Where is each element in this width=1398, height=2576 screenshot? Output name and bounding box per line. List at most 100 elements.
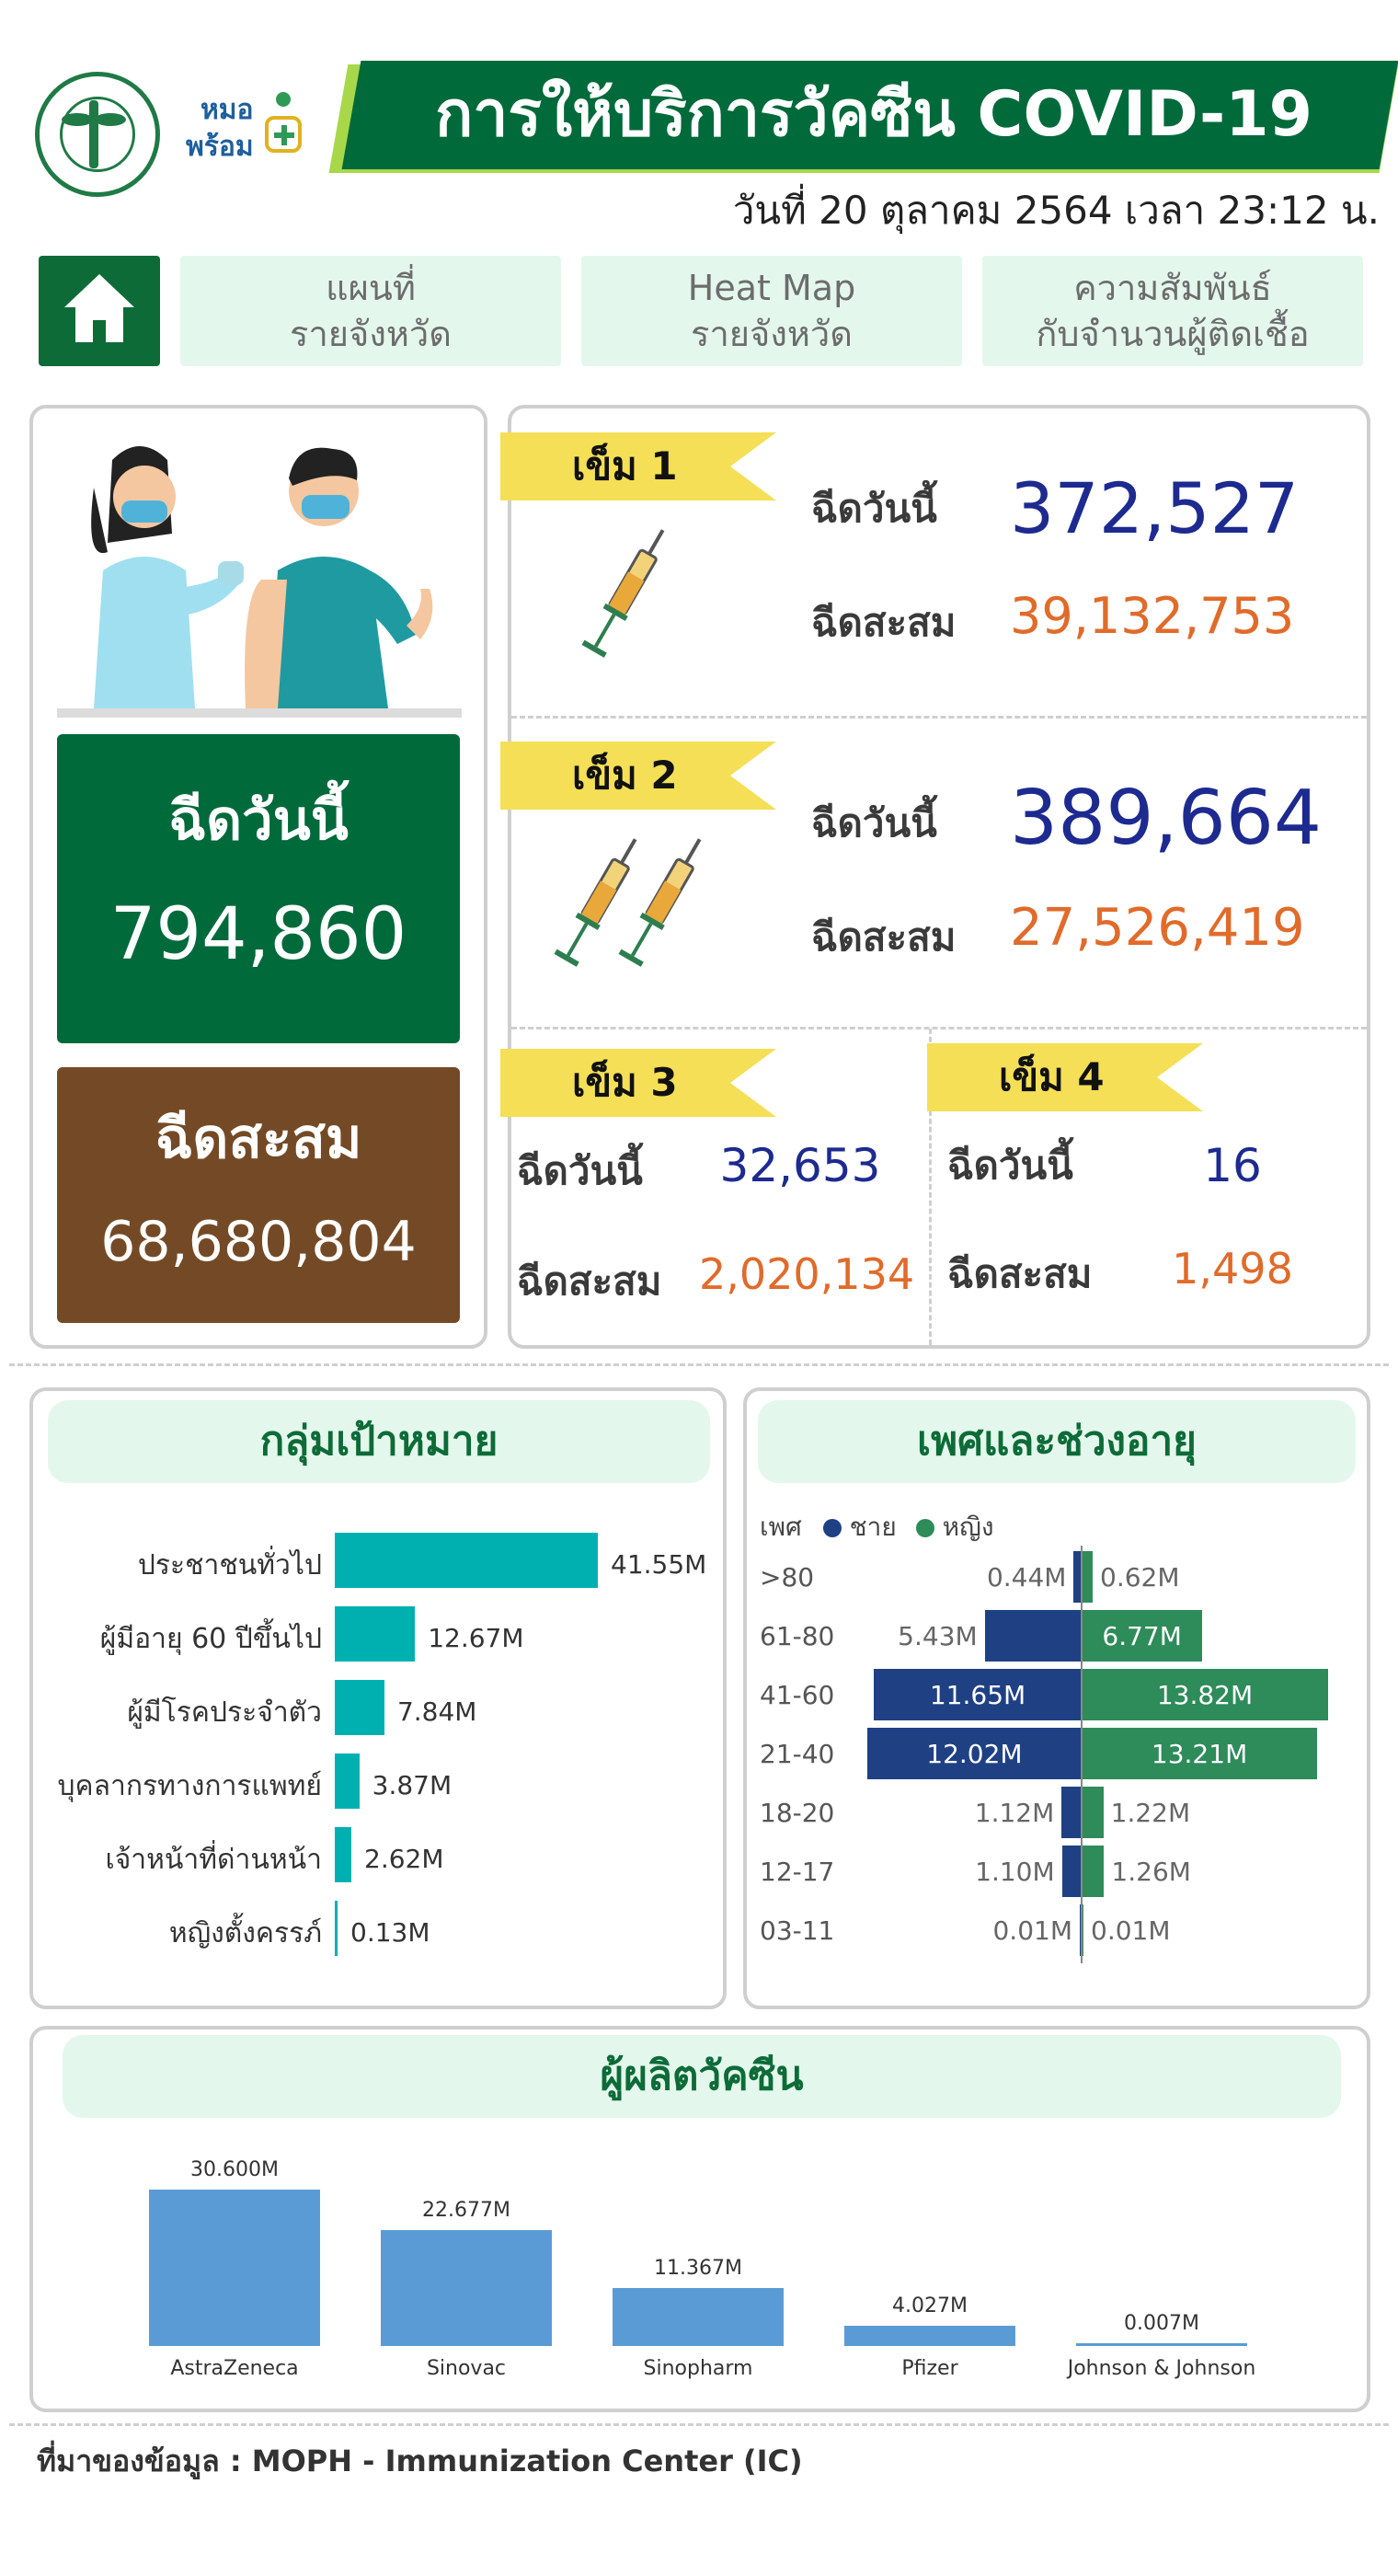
manufacturer-bar	[1076, 2343, 1247, 2346]
target-group-label: ประชาชนทั่วไป	[137, 1549, 322, 1581]
dose-2-tag: เข็ม 2	[500, 742, 776, 810]
female-value: 13.21M	[1151, 1739, 1248, 1769]
manufacturer-value: 0.007M	[1124, 2312, 1199, 2335]
female-bar	[1082, 1846, 1105, 1897]
age-group-label: 03-11	[760, 1915, 835, 1946]
target-group-bar	[335, 1606, 416, 1662]
target-group-value: 2.62M	[364, 1844, 444, 1874]
female-bar	[1082, 1669, 1328, 1720]
male-bar	[874, 1669, 1082, 1720]
update-date: วันที่ 20 ตุลาคม 2564 เวลา 23:12 น.	[732, 188, 1380, 233]
female-bar	[1082, 1610, 1203, 1662]
age-group-label: 41-60	[760, 1680, 835, 1710]
dose-1-tag-text: เข็ม 1	[572, 443, 678, 489]
target-group-value: 3.87M	[372, 1770, 453, 1800]
dose-1-today-value: 372,527	[1010, 467, 1300, 549]
manufacturer-bar	[381, 2230, 552, 2346]
dose-3-total-label: ฉีดสะสม	[517, 1259, 662, 1304]
nav-correlation-button[interactable]: ความสัมพันธ์ กับจำนวนผู้ติดเชื้อ	[982, 256, 1363, 366]
age-group-label: 12-17	[760, 1857, 835, 1887]
target-group-label: หญิงตั้งครรภ์	[168, 1917, 322, 1949]
female-value: 0.62M	[1100, 1562, 1180, 1593]
medical-plus-icon	[265, 116, 302, 153]
male-value: 12.02M	[926, 1739, 1023, 1769]
dose-3-today-value: 32,653	[719, 1139, 881, 1192]
dose-2-today-label: ฉีดวันนี้	[811, 800, 937, 845]
dose-3-tag: เข็ม 3	[500, 1049, 776, 1117]
two-syringes-icon	[554, 838, 702, 967]
cumulative-label: ฉีดสะสม	[155, 1107, 362, 1171]
cumulative-total-card: ฉีดสะสม 68,680,804	[57, 1067, 460, 1323]
manufacturer-value: 22.677M	[422, 2199, 510, 2223]
male-value: 0.01M	[992, 1915, 1072, 1946]
dose-2-total-value: 27,526,419	[1010, 898, 1305, 958]
dose-2-tag-text: เข็ม 2	[572, 753, 678, 798]
female-value: 1.26M	[1111, 1857, 1191, 1887]
target-group-label: เจ้าหน้าที่ด่านหน้า	[105, 1844, 322, 1876]
nav-label: กับจำนวนผู้ติดเชื้อ	[1036, 314, 1310, 354]
target-group-title: กลุ่มเป้าหมาย	[48, 1400, 710, 1483]
dose-4-total-label: ฉีดสะสม	[947, 1251, 1093, 1296]
legend-male: ชาย	[849, 1512, 897, 1542]
target-group-value: 41.55M	[611, 1549, 707, 1580]
female-bar	[1082, 1551, 1094, 1603]
dose-4-today-label: ฉีดวันนี้	[947, 1143, 1073, 1188]
manufacturer-bar	[613, 2287, 784, 2346]
home-button[interactable]	[39, 256, 160, 366]
moph-logo	[35, 72, 160, 197]
page-title: การให้บริการวัคซีน COVID-19	[435, 78, 1312, 151]
manufacturer-label: Sinovac	[426, 2357, 507, 2380]
target-group-bar	[335, 1680, 384, 1735]
dose-4-tag: เข็ม 4	[927, 1043, 1203, 1111]
age-group-label: 61-80	[760, 1621, 835, 1651]
home-icon	[64, 274, 134, 307]
manufacturer-label: Sinopharm	[643, 2357, 753, 2380]
gender-age-title: เพศและช่วงอายุ	[758, 1400, 1356, 1483]
manufacturer-title: ผู้ผลิตวัคซีน	[63, 2035, 1341, 2118]
female-bar	[1082, 1787, 1104, 1838]
nav-label: Heat Map	[687, 268, 856, 308]
gender-legend: เพศ ชาย หญิง	[760, 1507, 1312, 1544]
divider	[511, 1027, 1367, 1029]
today-value: 794,860	[109, 893, 407, 976]
age-group-label: 21-40	[760, 1739, 835, 1769]
legend-title: เพศ	[760, 1512, 802, 1542]
target-group-bar	[335, 1901, 338, 1956]
manufacturer-bar	[844, 2325, 1015, 2346]
female-value: 0.01M	[1091, 1915, 1171, 1946]
brand-top-text: หมอ	[201, 94, 254, 126]
today-total-card: ฉีดวันนี้ 794,860	[57, 734, 460, 1043]
nav-label: รายจังหวัด	[691, 314, 853, 354]
male-value: 5.43M	[898, 1621, 978, 1651]
dose-1-total-label: ฉีดสะสม	[811, 600, 957, 645]
age-group-label: >80	[760, 1562, 815, 1593]
female-value: 13.82M	[1156, 1680, 1254, 1710]
female-bar	[1082, 1728, 1318, 1779]
target-group-value: 12.67M	[428, 1623, 524, 1653]
dose-3-today-label: ฉีดวันนี้	[517, 1148, 643, 1193]
dose-3-total-value: 2,020,134	[699, 1249, 915, 1299]
target-group-value: 7.84M	[396, 1696, 477, 1727]
manufacturer-chart: 30.600M AstraZeneca 22.677M Sinovac 11.367M S…	[92, 2134, 1324, 2392]
female-dot-icon	[915, 1519, 934, 1537]
target-group-bar	[335, 1827, 352, 1882]
male-bar	[984, 1610, 1082, 1662]
dose-3-tag-text: เข็ม 3	[572, 1060, 678, 1105]
male-bar	[1073, 1551, 1082, 1603]
dose-2-total-label: ฉีดสะสม	[811, 914, 957, 960]
male-value: 0.44M	[986, 1562, 1067, 1593]
age-group-label: 18-20	[760, 1798, 835, 1828]
manufacturer-value: 30.600M	[190, 2158, 279, 2181]
male-bar	[866, 1728, 1082, 1779]
nav-province-map-button[interactable]: แผนที่ รายจังหวัด	[180, 256, 561, 366]
manufacturer-label: Pfizer	[901, 2357, 958, 2380]
nav-heatmap-button[interactable]: Heat Map รายจังหวัด	[581, 256, 962, 366]
gender-age-chart: >80 0.44M 0.62M 61-80 5.43M 6.77M 41-60 11.65M 1…	[754, 1546, 1361, 1978]
mor-prompt-logo: หมอ พร้อม	[180, 79, 309, 171]
female-value: 6.77M	[1102, 1621, 1182, 1651]
target-group-bar	[335, 1533, 598, 1588]
divider	[929, 1029, 932, 1345]
female-value: 1.22M	[1110, 1798, 1191, 1828]
target-group-chart: ประชาชนทั่วไป 41.55M ผู้มีอายุ 60 ปีขึ้นไป…	[48, 1518, 710, 1996]
nav-label: แผนที่	[326, 268, 416, 308]
